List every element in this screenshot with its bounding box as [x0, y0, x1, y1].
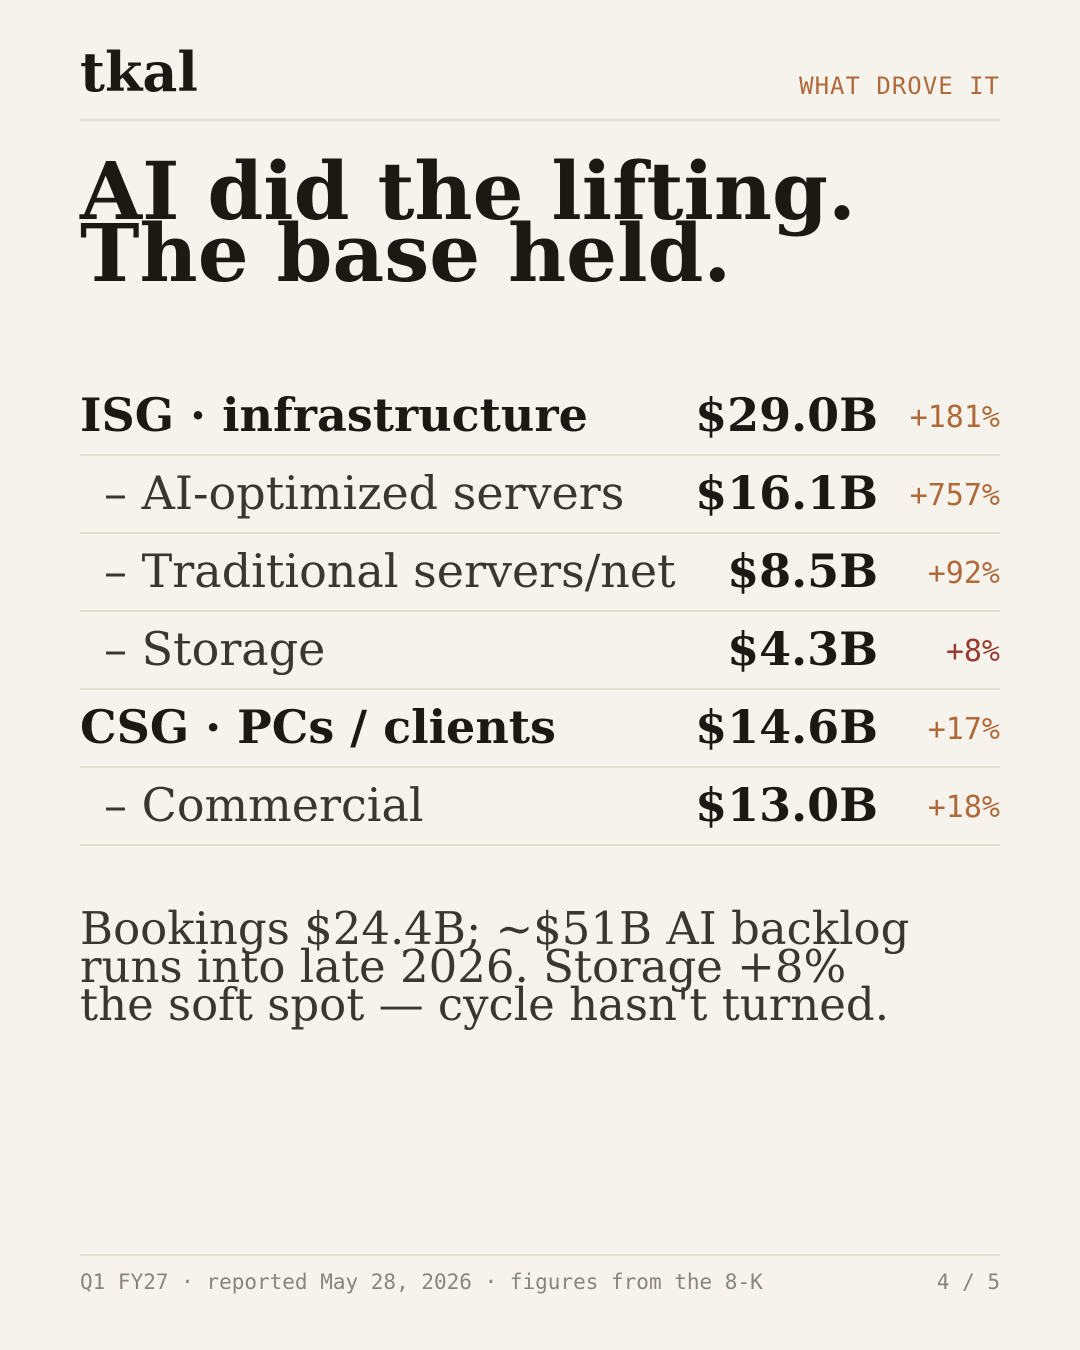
headline-line: The base held.	[80, 206, 732, 300]
table-row: CSG · PCs / clients $14.6B +17%	[80, 690, 1000, 768]
summary-line: Bookings $24.4B; ~$51B AI backlog	[80, 902, 910, 955]
row-change: +757%	[909, 478, 1000, 513]
footer-source: Q1 FY27 · reported May 28, 2026 · figure…	[80, 1270, 763, 1294]
summary-line: the soft spot — cycle hasn't turned.	[80, 978, 890, 1031]
figures-table: ISG · infrastructure $29.0B +181% – AI-opti…	[80, 378, 1000, 846]
divider	[80, 1254, 1000, 1256]
headline: AI did the lifting. The base held.	[80, 144, 856, 300]
row-label: ISG · infrastructure	[80, 388, 588, 442]
summary-line: runs into late 2026. Storage +8%	[80, 940, 847, 993]
row-change: +17%	[927, 712, 1000, 747]
summary: Bookings $24.4B; ~$51B AI backlog runs in…	[80, 902, 910, 1031]
headline-line: AI did the lifting.	[80, 144, 856, 238]
row-change: +18%	[927, 790, 1000, 825]
row-value: $8.5B	[727, 544, 878, 598]
table-row: – Commercial $13.0B +18%	[80, 768, 1000, 846]
row-label: – AI-optimized servers	[104, 466, 625, 520]
row-label: – Commercial	[104, 778, 424, 832]
row-value: $29.0B	[695, 388, 878, 442]
brand: tkal	[80, 40, 198, 104]
table-row: – AI-optimized servers $16.1B +757%	[80, 456, 1000, 534]
table-row: – Storage $4.3B +8%	[80, 612, 1000, 690]
table-row: ISG · infrastructure $29.0B +181%	[80, 378, 1000, 456]
row-label: – Traditional servers/net	[104, 544, 676, 598]
page-number: 4 / 5	[936, 1270, 1000, 1294]
row-change: +181%	[909, 400, 1000, 435]
row-value: $16.1B	[695, 466, 878, 520]
divider	[80, 119, 1000, 121]
row-value: $14.6B	[695, 700, 878, 754]
row-value: $13.0B	[695, 778, 878, 832]
row-label: CSG · PCs / clients	[80, 700, 556, 754]
section-tag: WHAT DROVE IT	[799, 72, 1000, 100]
row-change: +8%	[945, 634, 1000, 669]
row-change: +92%	[927, 556, 1000, 591]
row-label: – Storage	[104, 622, 326, 676]
row-value: $4.3B	[727, 622, 878, 676]
table-row: – Traditional servers/net $8.5B +92%	[80, 534, 1000, 612]
